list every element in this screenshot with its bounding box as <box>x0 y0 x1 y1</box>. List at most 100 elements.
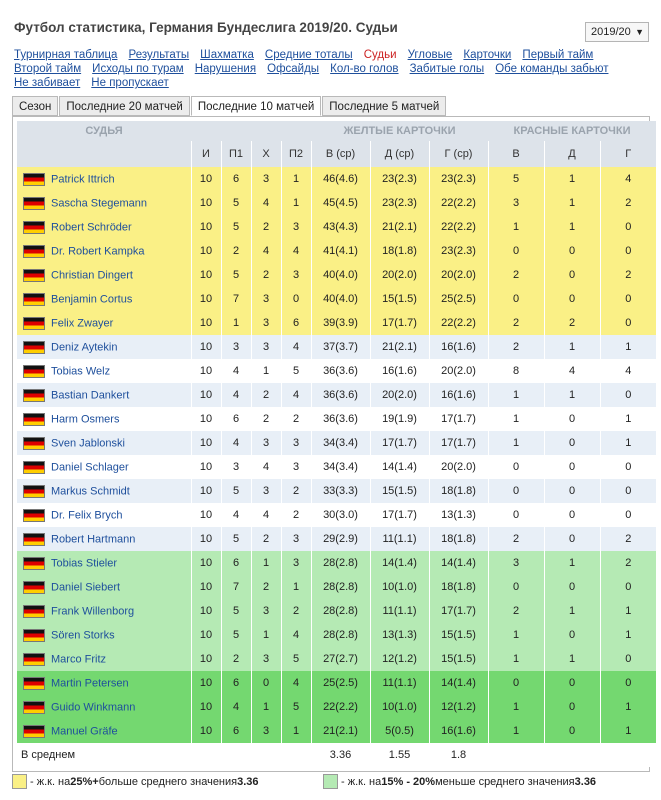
stat-cell: 1 <box>280 719 311 743</box>
table-row: Guido Winkmann 10 4 1 5 22(2.2) 10(1.0) 12(1.2)… <box>17 695 657 719</box>
nav-link[interactable]: Карточки <box>463 49 512 61</box>
stat-cell: 13(1.3) <box>369 623 429 647</box>
stat-cell: 1 <box>250 623 281 647</box>
referee-name-link[interactable]: Dr. Robert Kampka <box>51 245 145 257</box>
stat-cell: 20(2.0) <box>428 263 489 287</box>
referee-name-link[interactable]: Sascha Stegemann <box>51 197 148 209</box>
referee-group-header: СУДЬЯ <box>17 121 191 141</box>
stat-cell: 3 <box>250 167 281 191</box>
stat-cell: 2 <box>487 599 545 623</box>
stat-cell: 28(2.8) <box>310 575 370 599</box>
referee-name-link[interactable]: Robert Schröder <box>51 221 132 233</box>
tab-1[interactable]: Последние 20 матчей <box>59 96 190 116</box>
stat-cell: 0 <box>599 455 657 479</box>
referee-name-link[interactable]: Deniz Aytekin <box>51 341 118 353</box>
nav-link[interactable]: Кол-во голов <box>330 63 399 75</box>
stat-cell: 10 <box>190 215 221 239</box>
stat-cell: 4 <box>220 359 251 383</box>
stat-cell: 40(4.0) <box>310 287 370 311</box>
table-row: Sascha Stegemann 10 5 4 1 45(4.5) 23(2.3) 22(2.… <box>17 191 657 215</box>
nav-link[interactable]: Забитые голы <box>409 63 485 75</box>
stat-cell: 10 <box>190 311 221 335</box>
germany-flag-icon <box>23 484 45 498</box>
referee-name-link[interactable]: Benjamin Cortus <box>51 293 133 305</box>
germany-flag-icon <box>23 268 45 282</box>
referee-name-link[interactable]: Marco Fritz <box>51 653 106 665</box>
nav-link[interactable]: Нарушения <box>194 63 257 75</box>
referee-name-link[interactable]: Patrick Ittrich <box>51 173 115 185</box>
nav-link[interactable]: Офсайды <box>267 63 320 75</box>
referee-name-link[interactable]: Felix Zwayer <box>51 317 114 329</box>
referee-name-link[interactable]: Tobias Welz <box>51 365 111 377</box>
nav-link[interactable]: Судьи <box>363 49 397 61</box>
nav-link[interactable]: Не забивает <box>14 77 81 89</box>
referee-name-link[interactable]: Martin Petersen <box>51 677 129 689</box>
stat-cell: 18(1.8) <box>428 527 489 551</box>
stat-cell: 14(1.4) <box>428 671 489 695</box>
nav-link[interactable]: Обе команды забьют <box>495 63 609 75</box>
tab-2[interactable]: Последние 10 матчей <box>190 96 322 116</box>
stat-cell: 0 <box>543 671 601 695</box>
stat-cell: 27(2.7) <box>310 647 370 671</box>
stat-cell: 1 <box>599 431 657 455</box>
nav-link[interactable]: Исходы по турам <box>92 63 184 75</box>
referee-cell: Tobias Welz <box>17 359 191 383</box>
nav-link[interactable]: Средние тоталы <box>264 49 353 61</box>
referee-name-link[interactable]: Harm Osmers <box>51 413 120 425</box>
column-header-row: И П1 Х П2 В (ср) Д (ср) Г (ср) В Д Г <box>17 141 657 167</box>
stat-cell: 2 <box>250 575 281 599</box>
stat-cell: 25(2.5) <box>428 287 489 311</box>
stat-cell: 6 <box>220 719 251 743</box>
referee-cell: Sven Jablonski <box>17 431 191 455</box>
nav-link[interactable]: Угловые <box>407 49 453 61</box>
stat-cell: 3 <box>487 191 545 215</box>
referee-name-link[interactable]: Daniel Siebert <box>51 581 121 593</box>
stat-cell: 41(4.1) <box>310 239 370 263</box>
referee-name-link[interactable]: Manuel Gräfe <box>51 725 118 737</box>
stat-cell: 1 <box>599 719 657 743</box>
stat-cell: 45(4.5) <box>310 191 370 215</box>
stat-cell: 4 <box>599 167 657 191</box>
referee-name-link[interactable]: Guido Winkmann <box>51 701 136 713</box>
referee-name-link[interactable]: Dr. Felix Brych <box>51 509 123 521</box>
stat-cell: 5 <box>220 263 251 287</box>
referee-name-link[interactable]: Tobias Stieler <box>51 557 118 569</box>
stat-cell: 0 <box>543 527 601 551</box>
referee-name-link[interactable]: Robert Hartmann <box>51 533 136 545</box>
referee-name-link[interactable]: Christian Dingert <box>51 269 133 281</box>
referee-name-link[interactable]: Bastian Dankert <box>51 389 130 401</box>
stat-cell: 0 <box>599 239 657 263</box>
stat-cell: 10 <box>190 575 221 599</box>
stat-cell: 4 <box>280 671 311 695</box>
germany-flag-icon <box>23 388 45 402</box>
germany-flag-icon <box>23 532 45 546</box>
average-value: 3.36 <box>310 743 370 767</box>
stat-cell: 17(1.7) <box>428 431 489 455</box>
nav-link[interactable]: Шахматка <box>200 49 254 61</box>
referee-name-link[interactable]: Daniel Schlager <box>51 461 129 473</box>
referee-cell: Benjamin Cortus <box>17 287 191 311</box>
stat-cell: 1 <box>487 215 545 239</box>
stat-cell: 8 <box>487 359 545 383</box>
tab-3[interactable]: Последние 5 матчей <box>322 96 447 116</box>
nav-link[interactable]: Первый тайм <box>522 49 594 61</box>
nav-link[interactable]: Результаты <box>128 49 190 61</box>
stat-cell: 4 <box>250 191 281 215</box>
nav-link[interactable]: Не пропускает <box>91 77 169 89</box>
stat-cell: 16(1.6) <box>428 335 489 359</box>
stat-cell: 17(1.7) <box>369 503 429 527</box>
season-select[interactable]: 2019/20 ▼ <box>585 22 649 42</box>
period-tabs: Сезон Последние 20 матчей Последние 10 мат… <box>12 96 447 116</box>
referee-name-link[interactable]: Sören Storks <box>51 629 115 641</box>
table-row: Frank Willenborg 10 5 3 2 28(2.8) 11(1.1) 17(1.… <box>17 599 657 623</box>
referee-name-link[interactable]: Sven Jablonski <box>51 437 125 449</box>
referee-name-link[interactable]: Frank Willenborg <box>51 605 135 617</box>
stat-cell: 1 <box>543 191 601 215</box>
table-row: Robert Hartmann 10 5 2 3 29(2.9) 11(1.1) 18(1.8… <box>17 527 657 551</box>
referee-name-link[interactable]: Markus Schmidt <box>51 485 130 497</box>
nav-link[interactable]: Второй тайм <box>14 63 82 75</box>
germany-flag-icon <box>23 724 45 738</box>
tab-0[interactable]: Сезон <box>12 96 59 116</box>
stat-cell: 20(2.0) <box>428 455 489 479</box>
nav-link[interactable]: Турнирная таблица <box>14 49 118 61</box>
